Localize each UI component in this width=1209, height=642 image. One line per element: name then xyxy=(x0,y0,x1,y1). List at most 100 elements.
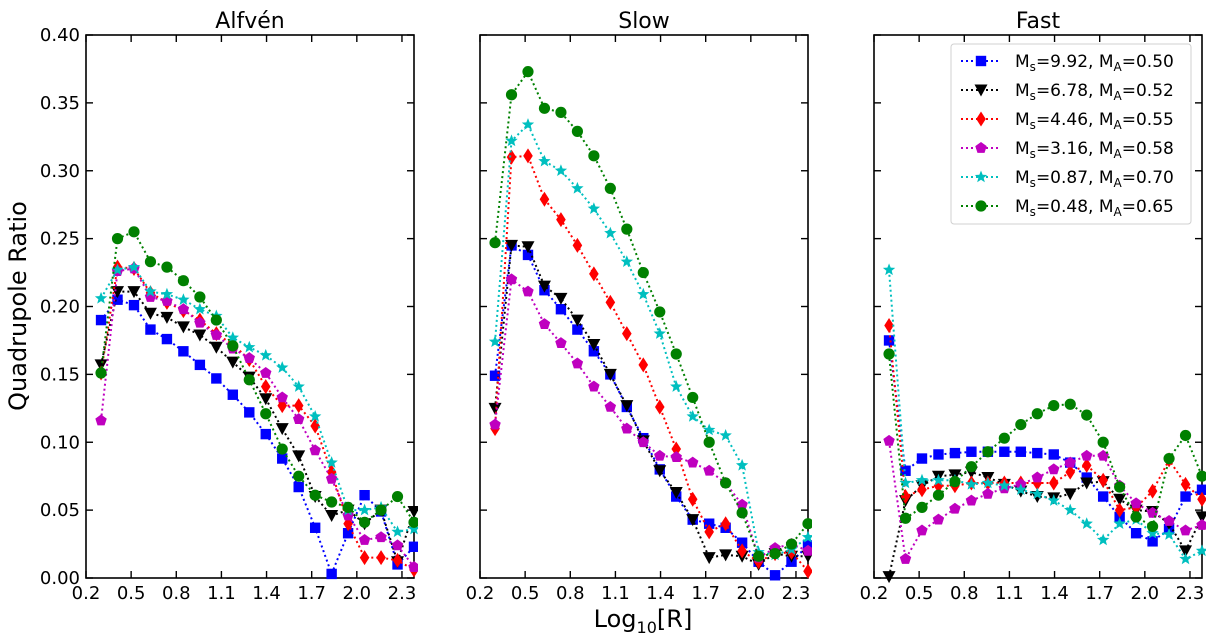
data-point xyxy=(539,191,550,207)
panel-slow: Slow 0.2 0.5 0.8 1.1 1.4 1.7 2.0 2.3 xyxy=(466,9,812,604)
data-point xyxy=(1064,503,1077,516)
data-point xyxy=(587,339,601,352)
data-point xyxy=(703,436,715,448)
data-point xyxy=(917,482,927,498)
data-point xyxy=(505,239,519,252)
data-point xyxy=(293,398,304,414)
data-point xyxy=(94,291,108,304)
data-point xyxy=(882,571,896,584)
x-tick-label: 2.0 xyxy=(1131,583,1160,604)
series-s6 xyxy=(95,226,418,528)
data-point xyxy=(1080,477,1094,490)
data-point xyxy=(1097,491,1109,502)
data-point xyxy=(556,212,566,228)
series-line xyxy=(100,230,415,524)
data-point xyxy=(736,498,748,510)
data-point xyxy=(1196,484,1206,495)
data-point xyxy=(654,399,665,415)
panel-title: Slow xyxy=(618,9,670,34)
data-point xyxy=(325,510,339,523)
series-s2 xyxy=(882,466,1206,584)
y-tick-label: 0.40 xyxy=(40,25,80,46)
data-point xyxy=(276,443,288,455)
data-point xyxy=(194,316,206,328)
data-point xyxy=(736,507,748,519)
legend-entry: Ms=9.92, MA=0.50 xyxy=(1015,52,1174,74)
data-point xyxy=(1162,528,1176,540)
data-point xyxy=(211,373,222,384)
data-point xyxy=(292,413,305,425)
data-point xyxy=(982,487,994,499)
panel-fast: Fast 0.2 0.5 0.8 1.1 1.4 1.7 2.0 2.3 xyxy=(860,9,1206,604)
data-point xyxy=(899,476,912,489)
data-point xyxy=(1048,399,1060,412)
plot-frame xyxy=(479,34,809,579)
data-point xyxy=(638,357,649,373)
legend-marker xyxy=(974,84,988,97)
data-point xyxy=(588,380,600,392)
legend-entry: Ms=6.78, MA=0.52 xyxy=(1015,81,1174,103)
data-point xyxy=(653,465,667,478)
data-point xyxy=(1081,457,1092,473)
data-point xyxy=(637,266,649,279)
data-point xyxy=(521,241,535,254)
data-point xyxy=(309,489,321,501)
data-point xyxy=(982,446,994,458)
data-point xyxy=(538,154,551,167)
data-point xyxy=(408,541,418,552)
data-point xyxy=(275,423,289,436)
data-point xyxy=(588,346,600,357)
data-point xyxy=(391,490,404,503)
data-point xyxy=(932,489,945,501)
data-point xyxy=(637,287,650,300)
data-point xyxy=(1130,497,1142,509)
data-point xyxy=(702,552,716,565)
data-point xyxy=(407,522,418,535)
data-point xyxy=(325,456,338,468)
data-point xyxy=(391,525,404,538)
x-tick-label: 2.3 xyxy=(782,583,811,604)
data-point xyxy=(883,348,895,360)
data-point xyxy=(686,514,700,527)
data-point xyxy=(1048,449,1059,460)
data-point xyxy=(243,352,255,363)
data-point xyxy=(259,348,272,361)
data-point xyxy=(622,326,632,342)
data-point xyxy=(1179,552,1192,565)
x-tick-label: 1.7 xyxy=(691,583,720,604)
data-point xyxy=(802,518,812,530)
data-point xyxy=(1180,476,1191,492)
data-point xyxy=(538,318,551,329)
data-point xyxy=(1080,517,1093,529)
y-tick-label: 0.05 xyxy=(40,500,80,521)
data-point xyxy=(702,423,716,436)
data-point xyxy=(703,518,715,529)
data-point xyxy=(571,181,584,194)
data-point xyxy=(276,361,289,373)
series-line xyxy=(100,266,415,533)
data-point xyxy=(965,477,978,490)
data-point xyxy=(621,422,633,434)
y-tick-label: 0.15 xyxy=(40,364,80,385)
series-s6 xyxy=(489,66,812,562)
data-point xyxy=(293,481,304,493)
data-point xyxy=(226,331,239,343)
x-tick-label: 1.1 xyxy=(207,583,236,604)
data-point xyxy=(1015,419,1027,431)
data-point xyxy=(537,280,551,293)
data-point xyxy=(884,318,894,334)
data-point xyxy=(144,285,157,297)
data-point xyxy=(572,324,583,335)
data-point xyxy=(392,552,403,568)
y-tick-label: 0.30 xyxy=(40,161,80,182)
data-point xyxy=(260,379,271,395)
data-point xyxy=(538,102,551,114)
data-point xyxy=(654,306,666,318)
panel-title: Fast xyxy=(1016,9,1061,34)
data-point xyxy=(1098,472,1108,488)
x-tick-label: 0.5 xyxy=(511,583,540,604)
legend-marker xyxy=(975,200,987,212)
data-point xyxy=(177,293,190,305)
data-point xyxy=(671,441,682,457)
series-s2 xyxy=(488,239,812,571)
